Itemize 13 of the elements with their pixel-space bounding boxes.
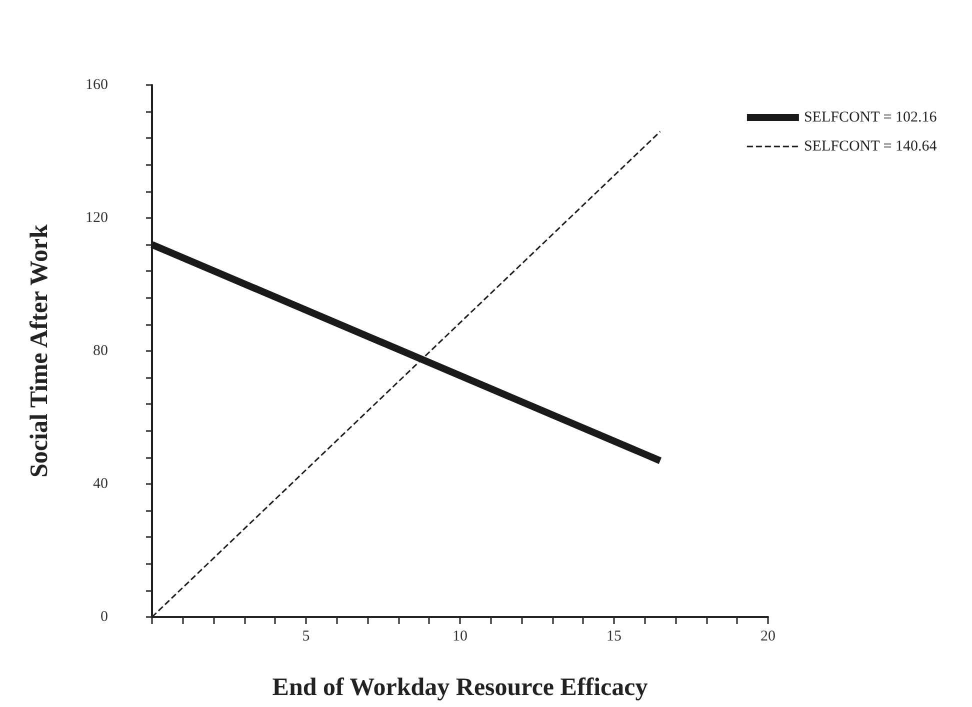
y-tick-label: 40 xyxy=(93,476,108,492)
y-tick-label: 160 xyxy=(86,77,108,93)
y-tick-label: 120 xyxy=(86,210,108,226)
x-tick-label: 10 xyxy=(452,628,468,644)
x-axis-title: End of Workday Resource Efficacy xyxy=(272,674,648,701)
y-tick-label: 0 xyxy=(100,609,108,625)
y-axis-title: Social Time After Work xyxy=(26,224,53,478)
y-tick-label: 80 xyxy=(93,343,108,359)
legend-label: SELFCONT = 140.64 xyxy=(804,138,938,154)
x-tick-label: 20 xyxy=(760,628,776,644)
legend-label: SELFCONT = 102.16 xyxy=(804,110,938,126)
x-tick-label: 5 xyxy=(302,628,310,644)
x-tick-label: 15 xyxy=(606,628,622,644)
